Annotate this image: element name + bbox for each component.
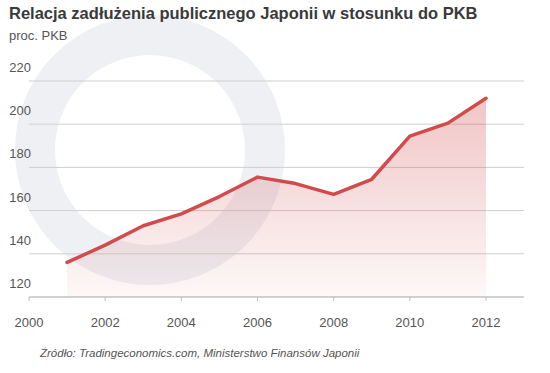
x-tick-label: 2002: [91, 315, 120, 330]
x-tick: [105, 297, 106, 301]
plot-area: [67, 98, 486, 297]
chart: Relacja zadłużenia publicznego Japonii w…: [0, 0, 550, 373]
data-line: [67, 98, 486, 262]
x-tick-label: 2000: [15, 315, 44, 330]
subtitle: proc. PKB: [9, 28, 68, 43]
y-tick-label: 200: [9, 103, 31, 118]
grid-line: [29, 81, 524, 82]
x-tick-label: 2010: [395, 315, 424, 330]
x-tick-label: 2004: [167, 315, 196, 330]
y-tick-label: 180: [9, 146, 31, 161]
x-tick: [257, 297, 258, 301]
title: Relacja zadłużenia publicznego Japonii w…: [9, 4, 478, 22]
x-tick: [409, 297, 410, 301]
x-tick-label: 2012: [472, 315, 501, 330]
y-tick-label: 140: [9, 233, 31, 248]
x-tick: [181, 297, 182, 301]
x-tick: [333, 297, 334, 301]
area-fill: [67, 98, 486, 297]
x-tick-label: 2008: [319, 315, 348, 330]
x-tick-label: 2006: [243, 315, 272, 330]
x-tick: [29, 297, 30, 301]
source: Źródło: Tradingeconomics.com, Ministerst…: [39, 347, 360, 359]
y-tick-label: 120: [9, 276, 31, 291]
x-tick: [486, 297, 487, 301]
y-tick-label: 160: [9, 190, 31, 205]
y-tick-label: 220: [9, 60, 31, 75]
